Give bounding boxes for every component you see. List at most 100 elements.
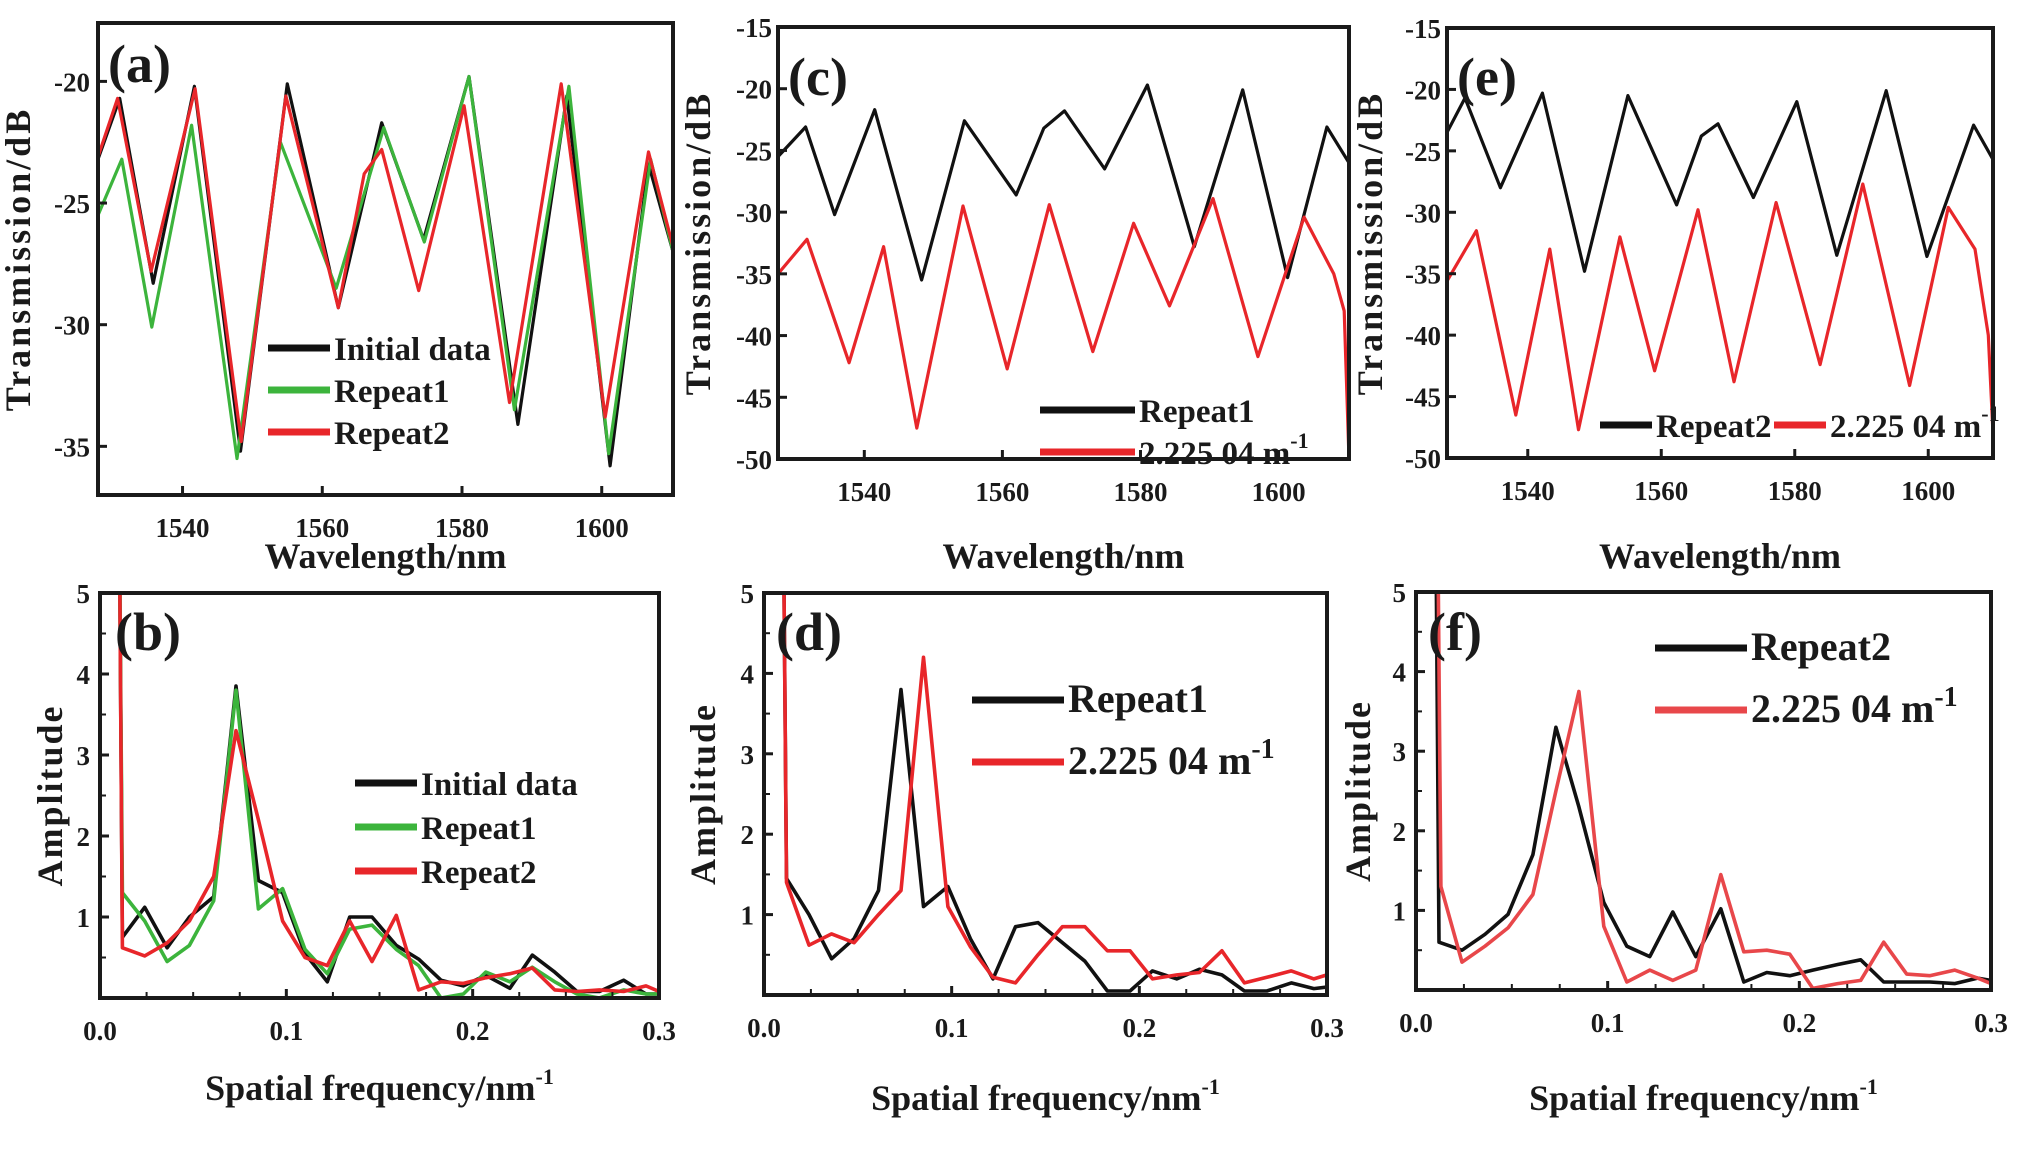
series-group — [98, 74, 673, 468]
y-tick-label: -35 — [54, 432, 90, 462]
plot-frame — [762, 591, 1329, 997]
legend-label: Repeat2 — [1656, 409, 1771, 445]
y-tick-label: 4 — [1393, 658, 1407, 688]
x-axis-title: Spatial frequency/nm-1 — [1529, 1074, 1878, 1118]
legend-item: Repeat2 — [1655, 624, 1891, 669]
series-group — [782, 593, 1327, 993]
x-tick-label: 1560 — [295, 513, 349, 543]
y-tick-label: -35 — [736, 260, 772, 290]
legend-item: Repeat1 — [268, 374, 449, 410]
legend-label-text: Repeat1 — [1068, 676, 1208, 721]
x-tick-label: 0.2 — [456, 1016, 490, 1046]
y-tick-label: -50 — [736, 445, 772, 475]
y-tick-label: -25 — [736, 136, 772, 166]
x-tick-label: 0.2 — [1782, 1008, 1816, 1038]
y-tick-label: -20 — [1405, 75, 1441, 105]
x-tick-label: 1600 — [1252, 477, 1306, 507]
legend-label-superscript: -1 — [1251, 734, 1274, 765]
y-tick-label: -50 — [1405, 444, 1441, 474]
y-tick-label: -25 — [1405, 137, 1441, 167]
x-axis-title: Wavelength/nm — [264, 536, 506, 576]
y-tick-label: 2 — [77, 822, 91, 852]
y-axis-title: Transmission/dB — [678, 91, 718, 395]
legend: Initial data Repeat1 Repeat2 — [268, 332, 491, 452]
y-axis-title: Transmission/dB — [0, 107, 38, 411]
x-axis-title-text: Wavelength/nm — [942, 536, 1184, 576]
y-tick-label: -30 — [736, 198, 772, 228]
legend-item: 2.225 04 m-1 — [1040, 428, 1309, 472]
x-tick-label: 0.0 — [83, 1016, 117, 1046]
panel-c: 1540 1560 1580 1600 -15 -20 -25 -30 -35 -40 -45 -50… — [678, 13, 1351, 576]
legend-label-text: Initial data — [334, 332, 491, 368]
x-tick-label: 0.1 — [1591, 1008, 1625, 1038]
x-axis-title-text: Spatial frequency/nm — [205, 1068, 535, 1108]
y-tick-label: -40 — [736, 322, 772, 352]
series-line-repeat2 — [1434, 592, 1991, 986]
x-tick-label: 1540 — [156, 513, 210, 543]
legend: Initial data Repeat1 Repeat2 — [355, 767, 578, 891]
x-tick-label: 1560 — [1634, 476, 1688, 506]
series-group — [778, 83, 1349, 459]
series-line-2-225-04-m — [778, 197, 1349, 459]
y-tick-label: -30 — [1405, 198, 1441, 228]
y-tick-label: 5 — [741, 579, 755, 609]
x-tick-label: 0.1 — [269, 1016, 303, 1046]
x-axis-title: Spatial frequency/nm-1 — [205, 1064, 554, 1108]
x-axis-title: Wavelength/nm — [942, 536, 1184, 576]
legend-label-superscript: -1 — [1934, 682, 1957, 713]
legend: Repeat2 2.225 04 m-1 — [1600, 401, 2000, 445]
series-line-2-225-04-m — [782, 593, 1327, 985]
x-axis-title-superscript: -1 — [1202, 1074, 1220, 1099]
y-tick-label: 2 — [1393, 817, 1407, 847]
plot-frame — [96, 21, 675, 497]
panel-label: (b) — [115, 602, 181, 662]
y-tick-label: -30 — [54, 311, 90, 341]
y-tick-label: 4 — [741, 659, 755, 689]
legend-label: Repeat2 — [1751, 624, 1891, 669]
panel-label: (f) — [1428, 602, 1482, 662]
legend-label: Initial data — [421, 767, 578, 803]
legend-label-text: Repeat2 — [1751, 624, 1891, 669]
legend-label: Repeat1 — [1068, 676, 1208, 721]
x-axis-title-text: Wavelength/nm — [264, 536, 506, 576]
y-axis-title: Amplitude — [30, 704, 70, 886]
legend-label: Initial data — [334, 332, 491, 368]
legend-item: Repeat2 — [268, 416, 449, 452]
x-tick-label: 1580 — [435, 513, 489, 543]
panel-label: (c) — [788, 47, 848, 107]
y-axis-title: Transmission/dB — [1350, 91, 1390, 395]
plot-frame — [1445, 26, 1995, 460]
y-tick-label: -20 — [736, 75, 772, 105]
series-line-repeat2 — [98, 82, 673, 444]
x-tick-label: 1600 — [575, 513, 629, 543]
legend-label-text: 2.225 04 m — [1068, 738, 1251, 783]
series-line-repeat2 — [1447, 89, 1993, 273]
series-group — [118, 593, 659, 998]
series-line-repeat2 — [118, 593, 659, 994]
legend-item: 2.225 04 m-1 — [1774, 401, 2000, 445]
x-tick-label: 1540 — [837, 477, 891, 507]
y-tick-label: 2 — [741, 820, 755, 850]
y-tick-label: 1 — [1393, 896, 1407, 926]
panel-label: (d) — [776, 602, 842, 662]
y-tick-label: -25 — [54, 189, 90, 219]
y-tick-label: -20 — [54, 67, 90, 97]
panel-label: (e) — [1457, 47, 1517, 107]
panel-a: 1540 1560 1580 1600 -20 -25 -30 -35 Wavelength/n… — [0, 21, 675, 576]
legend-item: Repeat1 — [355, 811, 536, 847]
legend-label: Repeat1 — [334, 374, 449, 410]
x-tick-label: 0.3 — [1310, 1013, 1344, 1043]
legend-label: Repeat1 — [1139, 394, 1254, 430]
legend: Repeat2 2.225 04 m-1 — [1655, 624, 1958, 731]
legend-label-text: Repeat1 — [334, 374, 449, 410]
legend-label-text: 2.225 04 m — [1751, 686, 1934, 731]
x-axis-title-text: Wavelength/nm — [1599, 536, 1841, 576]
legend-label-text: Repeat2 — [334, 416, 449, 452]
legend-item: Initial data — [268, 332, 491, 368]
legend-label: 2.225 04 m-1 — [1139, 428, 1309, 472]
series-group — [1447, 89, 1993, 435]
legend-label: 2.225 04 m-1 — [1068, 734, 1275, 783]
legend-label-text: Repeat2 — [1656, 409, 1771, 445]
